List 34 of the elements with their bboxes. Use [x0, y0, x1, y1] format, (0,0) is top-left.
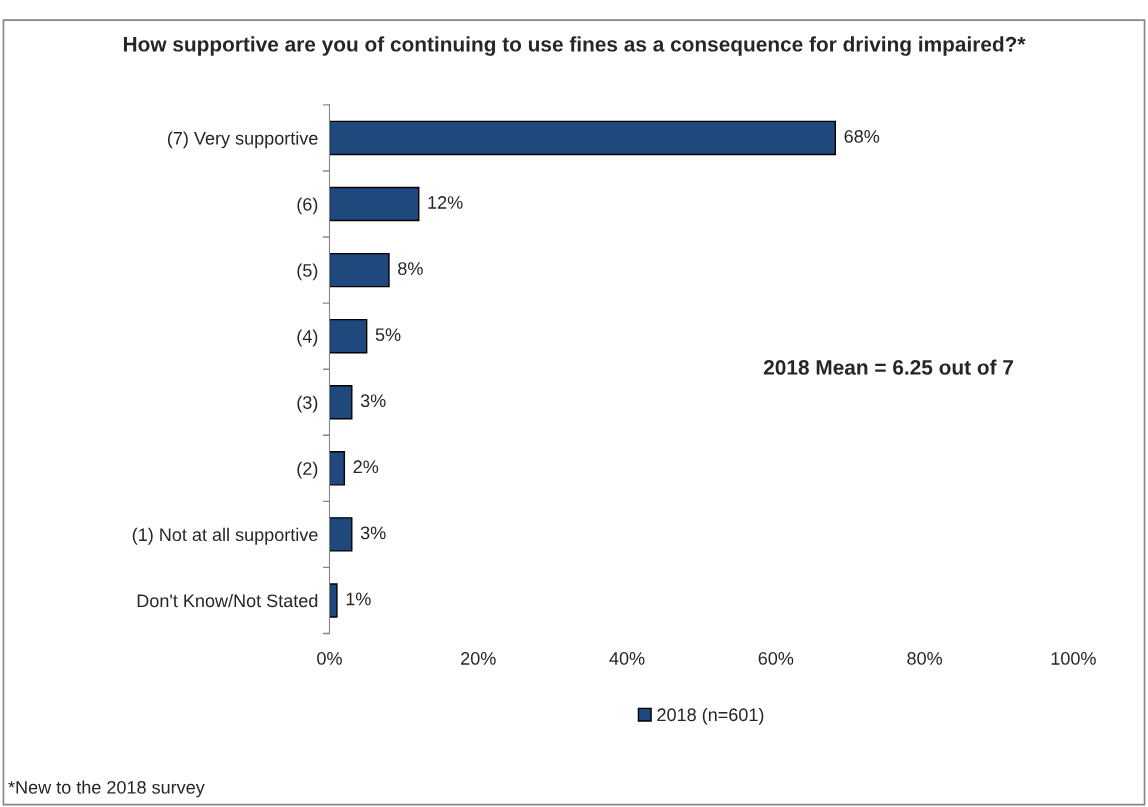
bar — [329, 252, 390, 288]
annotation: 2018 Mean = 6.25 out of 7 — [763, 359, 1013, 375]
x-tick-label: 20% — [461, 652, 496, 665]
y-tick-label: (4) — [297, 329, 318, 347]
chart-title: How supportive are you of continuing to use fines as a consequence for driving impaired?* — [123, 36, 1026, 56]
bar — [329, 385, 353, 420]
x-tick-label: 60% — [758, 652, 794, 665]
x-tick-label: 80% — [907, 652, 943, 665]
y-tick-label: (1) Not at all supportive — [132, 527, 318, 545]
y-tick-label: (7) Very supportive — [167, 131, 318, 149]
bar — [329, 583, 338, 618]
x-tick-label: 100% — [1051, 652, 1096, 665]
y-tick-label: Don't Know/Not Stated — [137, 593, 318, 608]
y-tick-label: (5) — [297, 263, 318, 281]
y-tick-label: (6) — [297, 197, 318, 215]
data-label: 68% — [844, 130, 880, 143]
bar — [329, 318, 368, 354]
bar — [329, 517, 353, 552]
data-label: 3% — [360, 394, 386, 408]
bar — [329, 120, 837, 156]
bar — [329, 186, 420, 222]
y-tick-label: (2) — [297, 461, 318, 479]
data-label: 2% — [353, 460, 379, 474]
bar — [329, 451, 346, 486]
x-tick-label: 40% — [609, 652, 645, 665]
legend-label: 2018 (n=601) — [657, 707, 764, 725]
data-label: 1% — [346, 592, 371, 606]
x-tick-label: 0% — [317, 652, 342, 665]
data-label: 5% — [375, 328, 401, 342]
data-label: 12% — [428, 196, 463, 209]
text: *New to the 2018 survey — [8, 780, 205, 798]
y-tick-label: (3) — [297, 395, 318, 413]
data-label: 8% — [398, 262, 423, 275]
data-label: 3% — [360, 526, 386, 540]
